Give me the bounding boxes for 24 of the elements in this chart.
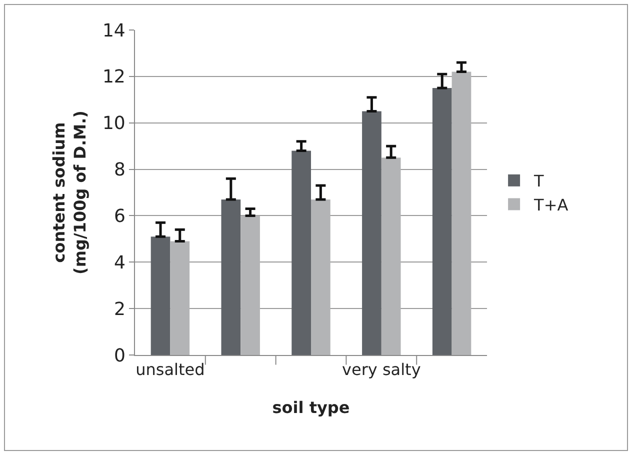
y-axis-title: content sodium (mg/100g of D.M.) [50,110,90,274]
x-axis-title: soil type [272,398,350,417]
y-tick-label: 4 [114,252,126,274]
bar [170,241,190,355]
y-tick-label: 0 [114,345,126,366]
y-tick-label: 10 [102,113,126,134]
bar [221,199,241,355]
y-tick-label: 6 [114,206,126,228]
bar [311,199,330,355]
legend-label: T [533,172,544,191]
x-tick-label: very salty [342,360,421,380]
legend-label: T+A [533,195,568,214]
bar [432,88,452,355]
bar [240,216,260,355]
x-tick-label: unsalted [136,360,205,380]
y-tick-label: 2 [114,298,126,320]
y-tick-label: 8 [114,160,126,181]
bar [362,111,382,355]
y-tick-label: 14 [102,20,126,42]
bar [150,236,170,355]
bar [292,150,311,355]
y-tick-label: 12 [102,66,126,88]
bar [452,72,472,355]
bar [381,158,401,355]
